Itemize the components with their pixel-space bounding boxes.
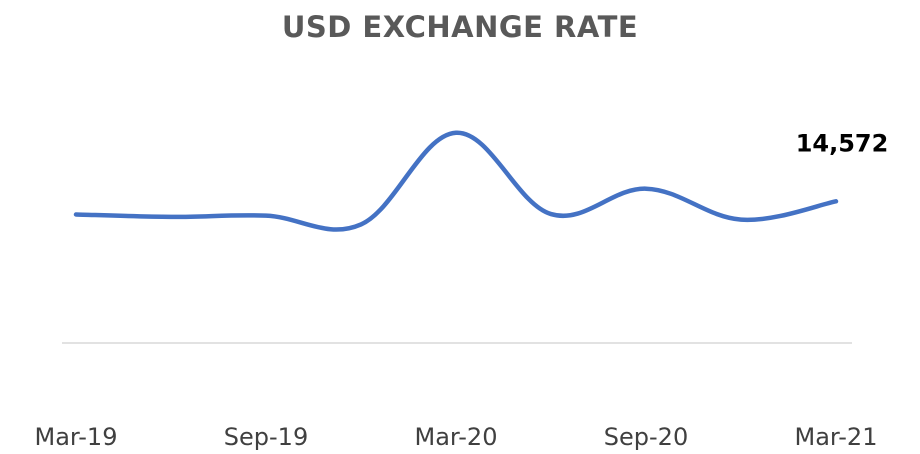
data-labels: 14,572 [796,129,889,157]
x-tick-label: Mar-19 [35,423,118,451]
series-layer [73,130,839,232]
series-line-0 [73,130,839,232]
data-label: 14,572 [796,129,889,157]
x-tick-label: Sep-20 [604,423,688,451]
x-tick-labels: Mar-19 Sep-19 Mar-20 Sep-20 Mar-21 [35,423,878,451]
x-tick-label: Mar-20 [415,423,498,451]
chart-title: USD EXCHANGE RATE [281,10,639,44]
x-tick-label: Sep-19 [224,423,308,451]
x-tick-label: Mar-21 [795,423,878,451]
